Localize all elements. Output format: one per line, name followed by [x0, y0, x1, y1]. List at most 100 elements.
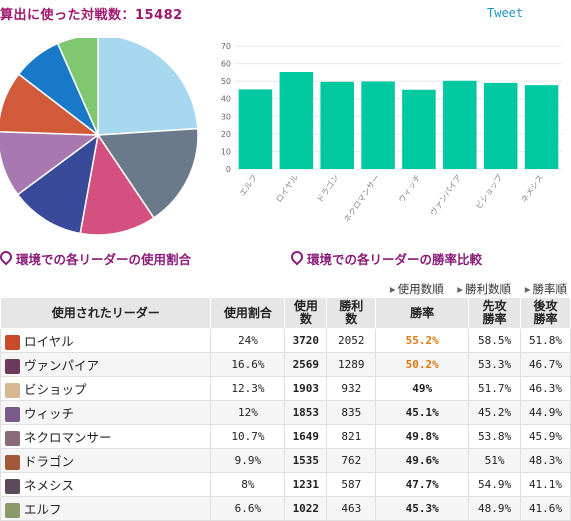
wins-cell: 2052: [326, 328, 377, 353]
second-winrate-cell: 48.3%: [520, 448, 571, 473]
bar: [238, 89, 273, 169]
x-tick-label: ウィッチ: [397, 173, 423, 204]
pie-slice: [79, 133, 155, 236]
y-tick-label: 0: [226, 165, 231, 174]
sort-by-winrate-link[interactable]: 勝率順: [525, 282, 567, 296]
second-winrate-cell: 46.7%: [520, 352, 571, 377]
wins-cell: 762: [326, 448, 377, 473]
pie-slice: [96, 127, 199, 219]
y-tick-label: 60: [221, 60, 231, 69]
usage-caption-text: 環境での各リーダーの使用割合: [16, 252, 192, 267]
col-second-winrate-header[interactable]: 後攻 勝率: [520, 297, 571, 329]
table-row: ロイヤル 24% 3720 2052 55.2% 58.5% 51.8%: [0, 328, 571, 353]
uses-cell: 1231: [284, 472, 328, 497]
table-row: ネメシス 8% 1231 587 47.7% 54.9% 41.1%: [0, 472, 571, 497]
first-winrate-cell: 54.9%: [468, 472, 521, 497]
share-cell: 24%: [210, 328, 286, 353]
x-tick-label: ビショップ: [474, 173, 504, 211]
table-row: ヴァンパイア 16.6% 2569 1289 50.2% 53.3% 46.7%: [0, 352, 571, 377]
x-tick-label: ネクロマンサー: [342, 173, 381, 224]
pie-slice: [56, 38, 99, 136]
sort-by-usage-link[interactable]: 使用数順: [390, 282, 444, 296]
leader-name-cell: ビショップ: [0, 376, 212, 401]
leader-name-cell: ネクロマンサー: [0, 424, 212, 449]
share-cell: 16.6%: [210, 352, 286, 377]
share-cell: 9.9%: [210, 448, 286, 473]
bar: [279, 72, 314, 169]
y-tick-label: 50: [221, 77, 231, 86]
table-row: エルフ 6.6% 1022 463 45.3% 48.9% 41.6%: [0, 496, 571, 521]
y-tick-label: 10: [221, 147, 231, 156]
pie-slice: [16, 133, 100, 235]
uses-cell: 1535: [284, 448, 328, 473]
leader-stats-table: 使用されたリーダー 使用割合 使用 数 勝利 数 勝率 先攻 勝率 後攻 勝率 …: [0, 297, 571, 521]
share-cell: 12.3%: [210, 376, 286, 401]
leader-avatar-icon: [5, 431, 20, 446]
winrate-caption-text: 環境での各リーダーの勝率比較: [307, 252, 483, 267]
page-title: 算出に使った対戦数：15482: [0, 8, 183, 23]
col-share-header[interactable]: 使用割合: [210, 297, 286, 329]
share-cell: 8%: [210, 472, 286, 497]
col-leader-header[interactable]: 使用されたリーダー: [0, 297, 212, 329]
col-first-winrate-header[interactable]: 先攻 勝率: [468, 297, 521, 329]
first-winrate-cell: 51.7%: [468, 376, 521, 401]
table-row: ドラゴン 9.9% 1535 762 49.6% 51% 48.3%: [0, 448, 571, 473]
y-tick-label: 70: [221, 42, 231, 51]
bar: [443, 80, 477, 169]
second-winrate-cell: 41.1%: [520, 472, 571, 497]
leader-avatar-icon: [5, 407, 20, 422]
share-cell: 6.6%: [210, 496, 286, 521]
leader-name: ロイヤル: [24, 334, 74, 349]
winrate-bar-chart: 0 10 20 30 40 50 60 70 エルフ ロイヤル ドラゴン ネクロマンサー ウィッチ ヴァン…: [221, 42, 562, 224]
leader-name-cell: ヴァンパイア: [0, 352, 212, 377]
second-winrate-cell: 45.9%: [520, 424, 571, 449]
pin-icon: [0, 248, 15, 266]
usage-pie-chart: [0, 38, 199, 236]
leader-name-cell: ドラゴン: [0, 448, 212, 473]
wins-cell: 932: [326, 376, 377, 401]
wins-cell: 835: [326, 400, 377, 425]
leader-name: ビショップ: [24, 382, 87, 397]
pie-slice: [0, 131, 101, 196]
winrate-cell: 45.3%: [375, 496, 470, 521]
leader-name-cell: ウィッチ: [0, 400, 212, 425]
col-wins-header[interactable]: 勝利 数: [326, 297, 377, 329]
leader-avatar-icon: [5, 359, 20, 374]
uses-cell: 1022: [284, 496, 328, 521]
first-winrate-cell: 48.9%: [468, 496, 521, 521]
second-winrate-cell: 51.8%: [520, 328, 571, 353]
sort-by-wins-link[interactable]: 勝利数順: [457, 282, 511, 296]
leader-name-cell: ロイヤル: [0, 328, 212, 353]
first-winrate-cell: 58.5%: [468, 328, 521, 353]
winrate-caption: 環境での各リーダーの勝率比較: [288, 248, 483, 268]
second-winrate-cell: 46.3%: [520, 376, 571, 401]
first-winrate-cell: 45.2%: [468, 400, 521, 425]
tweet-link[interactable]: Tweet: [487, 6, 524, 20]
leader-name: ウィッチ: [24, 406, 75, 421]
second-winrate-cell: 44.9%: [520, 400, 571, 425]
x-tick-label: ネメシス: [519, 173, 545, 204]
winrate-cell: 55.2%: [375, 328, 470, 353]
col-uses-header[interactable]: 使用 数: [284, 297, 328, 329]
leader-name: ドラゴン: [24, 454, 75, 469]
table-header-row: 使用されたリーダー 使用割合 使用 数 勝利 数 勝率 先攻 勝率 後攻 勝率: [0, 297, 571, 329]
leader-name: エルフ: [24, 502, 62, 517]
y-tick-label: 30: [221, 112, 231, 121]
uses-cell: 3720: [284, 328, 328, 353]
leader-name: ネメシス: [24, 478, 75, 493]
table-row: ウィッチ 12% 1853 835 45.1% 45.2% 44.9%: [0, 400, 571, 425]
share-cell: 10.7%: [210, 424, 286, 449]
col-winrate-header[interactable]: 勝率: [375, 297, 470, 329]
winrate-cell: 47.7%: [375, 472, 470, 497]
uses-cell: 1853: [284, 400, 328, 425]
x-tick-label: エルフ: [238, 173, 259, 198]
bar: [402, 89, 436, 169]
bar: [483, 82, 518, 169]
x-tick-label: ロイヤル: [274, 173, 300, 204]
first-winrate-cell: 53.8%: [468, 424, 521, 449]
winrate-cell: 45.1%: [375, 400, 470, 425]
uses-cell: 1649: [284, 424, 328, 449]
winrate-cell: 49%: [375, 376, 470, 401]
leader-avatar-icon: [5, 383, 20, 398]
y-tick-label: 40: [221, 95, 231, 104]
